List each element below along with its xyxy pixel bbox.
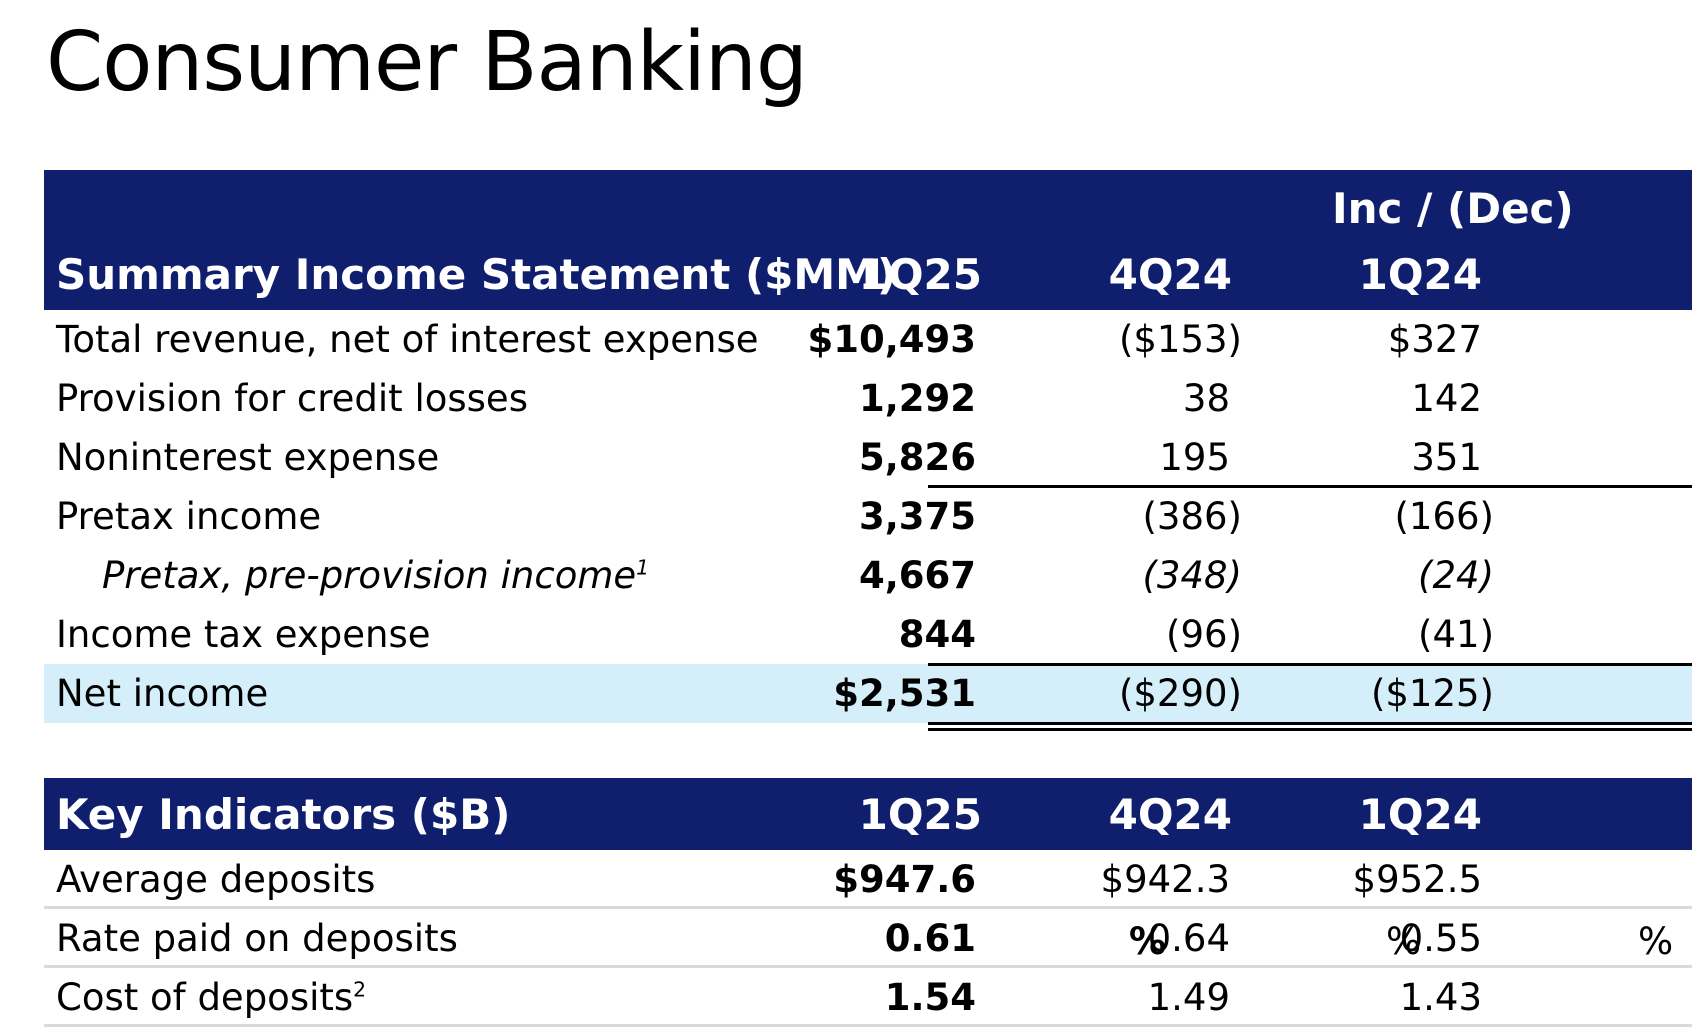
value-1q25: 1,292 — [858, 377, 976, 420]
row-label: Rate paid on deposits — [56, 917, 458, 960]
row-label: Pretax income — [56, 495, 322, 538]
table-row: Pretax income 3,375 (386) (166) — [44, 487, 1692, 546]
table-row: Income tax expense 844 (96) (41) — [44, 605, 1692, 664]
value-1q25: 1.54 — [884, 976, 976, 1019]
value-1q25: 0.61 — [884, 917, 976, 960]
value-4q24: (386) — [1142, 495, 1243, 538]
row-label: Net income — [56, 672, 269, 715]
row-label: Pretax, pre-provision income1 — [102, 554, 650, 597]
column-header-1q25: 1Q25 — [858, 790, 982, 839]
percent-unit: % — [1386, 920, 1422, 963]
value-4q24: (96) — [1166, 613, 1242, 656]
double-underline-rule — [928, 722, 1692, 731]
kpi-table-header: Key Indicators ($B) 1Q25 4Q24 1Q24 — [44, 778, 1692, 850]
row-label: Income tax expense — [56, 613, 431, 656]
row-label: Total revenue, net of interest expense — [56, 318, 759, 361]
row-label: Cost of deposits2 — [56, 976, 367, 1019]
value-1q25: $947.6 — [833, 858, 976, 901]
value-1q24: $952.5 — [1352, 858, 1482, 901]
value-1q24: 0.55 — [1399, 917, 1482, 960]
column-header-1q24: 1Q24 — [1358, 790, 1482, 839]
income-table-header: Inc / (Dec) Summary Income Statement ($M… — [44, 170, 1692, 310]
value-1q25: 5,826 — [858, 436, 976, 479]
column-header-1q24: 1Q24 — [1358, 250, 1482, 299]
value-1q24: ($125) — [1370, 672, 1494, 715]
row-label: Average deposits — [56, 858, 376, 901]
percent-unit: % — [1638, 920, 1674, 963]
kpi-table-title: Key Indicators ($B) — [56, 790, 511, 839]
value-4q24: 38 — [1182, 377, 1230, 420]
key-indicators-table: Key Indicators ($B) 1Q25 4Q24 1Q24 Avera… — [44, 778, 1692, 1027]
value-4q24: (348) — [1142, 554, 1243, 597]
value-4q24: 1.49 — [1147, 976, 1230, 1019]
table-row: Average deposits $947.6 $942.3 $952.5 — [44, 850, 1692, 909]
value-1q25: $2,531 — [833, 672, 976, 715]
value-1q24: 1.43 — [1399, 976, 1482, 1019]
value-4q24: $942.3 — [1100, 858, 1230, 901]
value-4q24: ($290) — [1118, 672, 1242, 715]
row-label: Noninterest expense — [56, 436, 440, 479]
value-1q24: (41) — [1418, 613, 1494, 656]
value-4q24: 195 — [1159, 436, 1230, 479]
value-1q25: 844 — [898, 613, 976, 656]
row-label: Provision for credit losses — [56, 377, 528, 420]
value-1q24: (24) — [1418, 554, 1494, 597]
value-4q24: ($153) — [1118, 318, 1242, 361]
footnote-marker: 1 — [636, 555, 650, 580]
column-header-4q24: 4Q24 — [1108, 250, 1232, 299]
percent-unit: % — [1129, 920, 1167, 963]
column-header-4q24: 4Q24 — [1108, 790, 1232, 839]
table-row: Total revenue, net of interest expense $… — [44, 310, 1692, 369]
income-table-title: Summary Income Statement ($MM) — [56, 250, 897, 299]
value-1q25: 3,375 — [858, 495, 976, 538]
footnote-marker: 2 — [353, 977, 367, 1002]
net-income-row: Net income $2,531 ($290) ($125) — [44, 663, 1692, 731]
value-1q24: 142 — [1411, 377, 1482, 420]
table-row: Rate paid on deposits 0.61 % 0.64 % 0.55… — [44, 909, 1692, 968]
value-1q24: 351 — [1411, 436, 1482, 479]
subtotal-rule — [928, 485, 1692, 488]
value-1q24: (166) — [1394, 495, 1495, 538]
table-row: Pretax, pre-provision income1 4,667 (348… — [44, 546, 1692, 605]
value-1q25: 4,667 — [858, 554, 976, 597]
table-row: Noninterest expense 5,826 195 351 — [44, 428, 1692, 488]
value-1q25: $10,493 — [807, 318, 976, 361]
table-row: Provision for credit losses 1,292 38 142 — [44, 369, 1692, 428]
inc-dec-group-label: Inc / (Dec) — [1332, 184, 1574, 233]
column-header-1q25: 1Q25 — [858, 250, 982, 299]
income-statement-table: Inc / (Dec) Summary Income Statement ($M… — [44, 170, 1692, 731]
total-rule — [928, 663, 1692, 666]
table-row: Cost of deposits2 1.54 1.49 1.43 — [44, 968, 1692, 1027]
value-1q24: $327 — [1387, 318, 1482, 361]
value-4q24: 0.64 — [1147, 917, 1230, 960]
page-title: Consumer Banking — [46, 15, 808, 110]
